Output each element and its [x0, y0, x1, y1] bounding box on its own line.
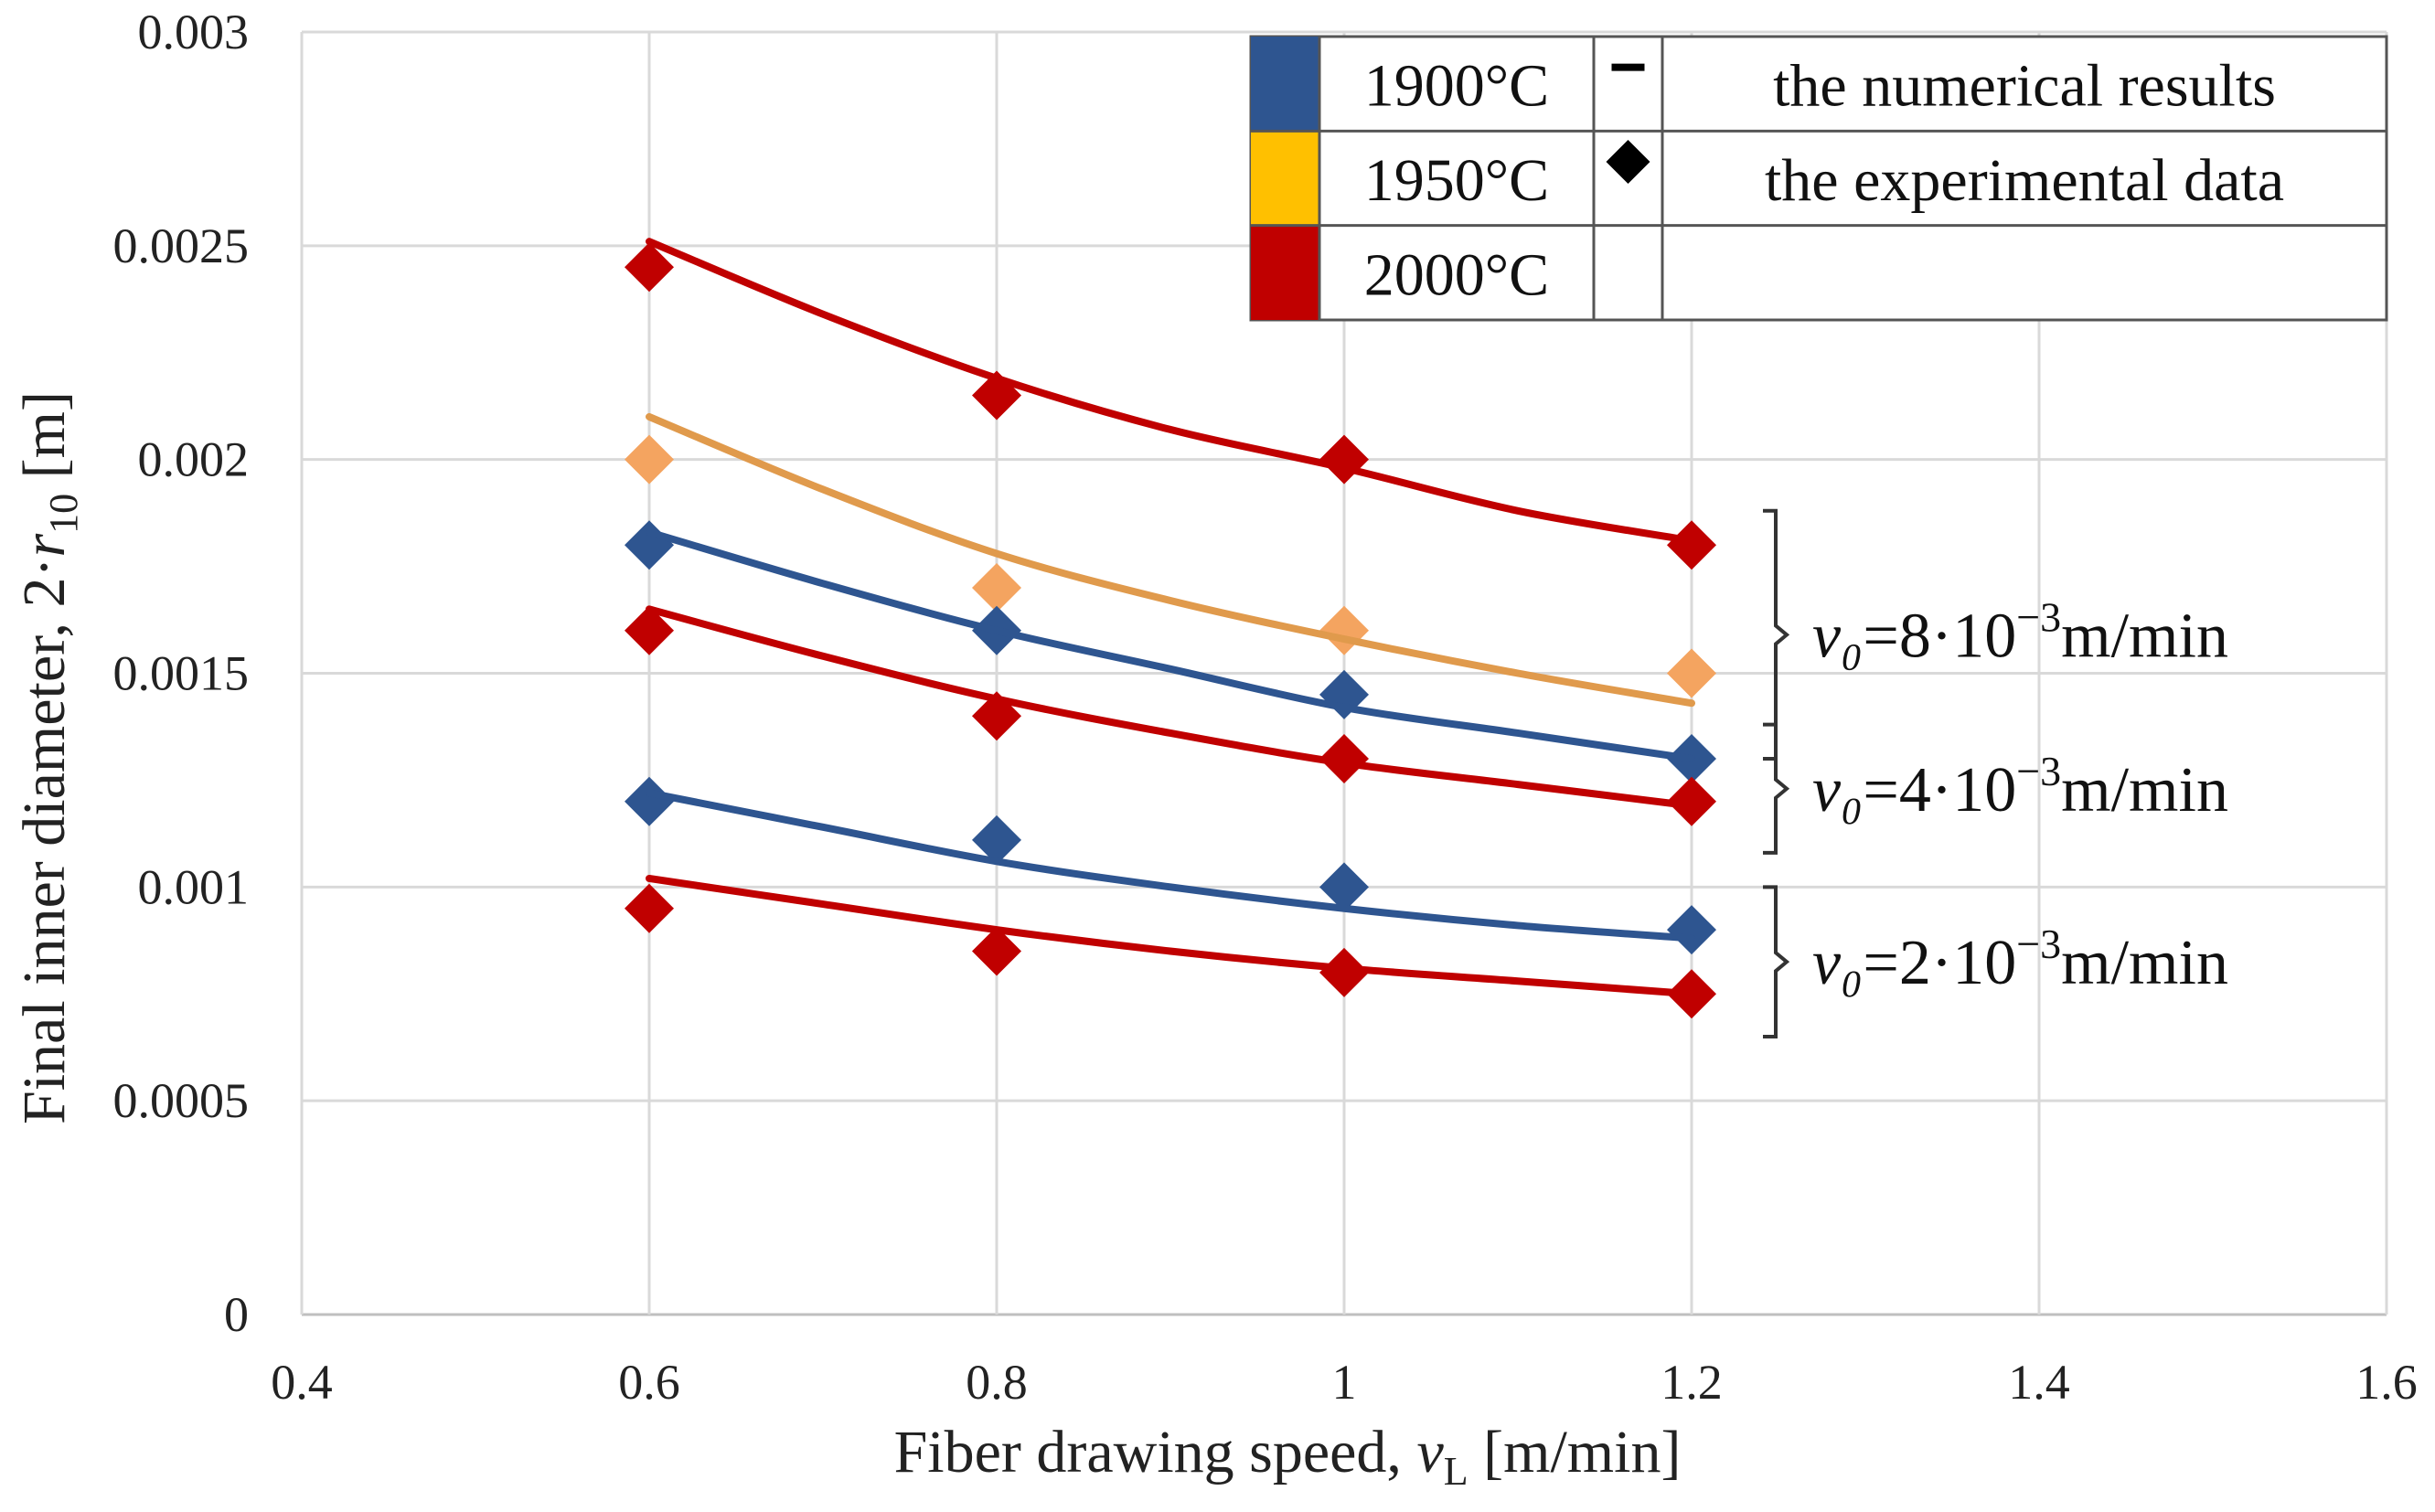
- y-tick-label: 0.0025: [113, 218, 250, 273]
- annotation-symbol: v₀: [1812, 928, 1863, 998]
- annotation-unit: m/min: [2061, 755, 2228, 825]
- experimental-marker: [625, 776, 674, 826]
- annotation-label: v₀=8·10−3m/min: [1812, 593, 2228, 671]
- legend-temperature: 1900°C: [1364, 53, 1549, 120]
- legend-temperature: 1950°C: [1364, 147, 1549, 214]
- annotation-brace: [1763, 722, 1790, 855]
- annotation-exponent: −3: [2016, 921, 2061, 967]
- annotation-value: =2·10: [1863, 928, 2016, 998]
- y-tick-label: 0.0005: [113, 1073, 250, 1128]
- experimental-marker: [1319, 734, 1369, 784]
- experimental-marker: [625, 605, 674, 655]
- numerical-line: [646, 789, 1695, 942]
- experimental-marker: [1667, 776, 1716, 826]
- y-tick-label: 0: [224, 1287, 249, 1342]
- y-axis-title-unit: [m]: [11, 391, 78, 494]
- experimental-marker: [1319, 947, 1369, 997]
- y-tick-label: 0.003: [138, 5, 250, 59]
- x-tick-label: 0.4: [271, 1355, 333, 1410]
- annotation-exponent: −3: [2016, 748, 2061, 794]
- legend-diamond-symbol: [1606, 140, 1650, 184]
- y-tick-label: 0.002: [138, 432, 250, 487]
- experimental-marker: [972, 562, 1021, 612]
- x-axis-title-unit: [m/min]: [1468, 1419, 1682, 1485]
- tick-labels: 0 0.0005 0.001 0.0015 0.002 0.0025 0.003 0.4 0.6…: [113, 5, 2418, 1410]
- legend-description: the numerical results: [1773, 53, 2276, 120]
- numerical-line: [646, 874, 1695, 998]
- numerical-line: [646, 238, 1695, 545]
- x-tick-label: 1: [1332, 1355, 1357, 1410]
- x-axis-title: Fiber drawing speed, vL [m/min]: [894, 1419, 1682, 1494]
- series-group: [625, 776, 1716, 955]
- annotation-exponent: −3: [2016, 593, 2061, 640]
- experimental-marker: [1667, 520, 1716, 570]
- series-group: [625, 238, 1716, 570]
- experimental-marker: [1667, 905, 1716, 955]
- numerical-line: [646, 412, 1695, 708]
- x-tick-label: 0.8: [966, 1355, 1028, 1410]
- x-axis-title-var: v: [1416, 1419, 1444, 1485]
- x-tick-label: 0.6: [618, 1355, 680, 1410]
- annotation-label: v₀=2·10−3m/min: [1812, 921, 2228, 998]
- series-group: [625, 520, 1716, 784]
- x-tick-label: 1.4: [2008, 1355, 2070, 1410]
- y-axis-title-sub: 10: [41, 494, 86, 534]
- y-tick-label: 0.0015: [113, 646, 250, 701]
- x-axis-title-main: Fiber drawing speed,: [894, 1419, 1417, 1485]
- y-axis-title: Final inner diameter, 2·r10 [m]: [11, 391, 86, 1124]
- legend-description: the experimental data: [1765, 147, 2284, 214]
- experimental-marker: [972, 926, 1021, 976]
- x-tick-label: 1.6: [2355, 1355, 2418, 1410]
- legend-swatch: [1251, 131, 1319, 226]
- y-axis-title-main: Final inner diameter, 2·: [11, 558, 78, 1125]
- annotation-brace: [1763, 885, 1790, 1039]
- annotation-symbol: v₀: [1812, 755, 1863, 825]
- legend-temperature: 2000°C: [1364, 241, 1549, 308]
- numerical-line: [646, 605, 1695, 810]
- annotations: v₀=8·10−3m/minv₀=4·10−3m/minv₀=2·10−3m/m…: [1763, 508, 2228, 1039]
- annotation-symbol: v₀: [1812, 601, 1863, 671]
- legend-swatch: [1251, 37, 1319, 132]
- annotation-value: =8·10: [1863, 601, 2016, 671]
- x-tick-label: 1.2: [1661, 1355, 1723, 1410]
- annotation-unit: m/min: [2061, 928, 2228, 998]
- annotation-value: =4·10: [1863, 755, 2016, 825]
- experimental-marker: [972, 815, 1021, 865]
- y-tick-label: 0.001: [138, 859, 250, 914]
- numerical-line: [646, 528, 1695, 763]
- series-group: [625, 874, 1716, 1019]
- annotation-unit: m/min: [2061, 601, 2228, 671]
- annotation-label: v₀=4·10−3m/min: [1812, 748, 2228, 825]
- experimental-marker: [625, 434, 674, 484]
- legend: 1900°C the numerical results 1950°C the exp…: [1249, 35, 2388, 322]
- experimental-marker: [625, 883, 674, 933]
- experimental-marker: [1319, 434, 1369, 484]
- experimental-marker: [625, 242, 674, 293]
- series: [625, 238, 1716, 1019]
- legend-box: [1249, 35, 2388, 322]
- legend-swatch: [1251, 225, 1319, 320]
- y-axis-title-var: r: [11, 534, 78, 558]
- series-group: [625, 605, 1716, 826]
- x-axis-title-sub: L: [1444, 1449, 1468, 1494]
- series-group: [625, 412, 1716, 708]
- experimental-marker: [1667, 648, 1716, 698]
- experimental-marker: [1319, 862, 1369, 912]
